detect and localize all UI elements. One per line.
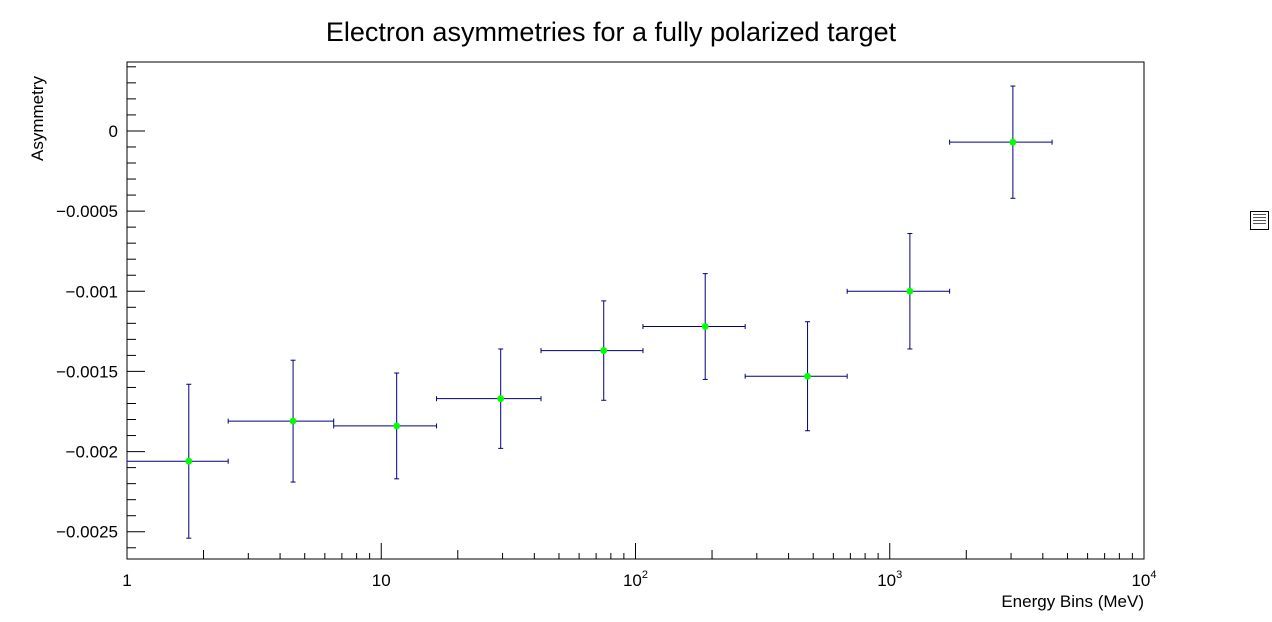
point-marker xyxy=(600,347,608,354)
data-point xyxy=(949,85,1053,199)
y-tick-label: −0.0015 xyxy=(56,362,118,381)
y-tick-label: 0 xyxy=(109,122,118,141)
x-tick-label: 104 xyxy=(1131,569,1156,590)
y-axis-label: Asymmetry xyxy=(28,76,47,162)
data-point xyxy=(540,300,644,401)
x-tick-label: 103 xyxy=(877,569,902,590)
y-tick-label: −0.001 xyxy=(66,282,118,301)
point-marker xyxy=(185,457,193,465)
data-point xyxy=(436,348,542,449)
y-tick-label: −0.002 xyxy=(66,443,118,462)
data-point xyxy=(846,233,951,350)
data-point xyxy=(333,372,438,480)
point-marker xyxy=(906,287,914,295)
x-tick-label: 10 xyxy=(372,571,391,590)
data-point xyxy=(744,321,848,432)
data-point xyxy=(227,359,335,483)
data-point xyxy=(642,273,746,380)
point-marker xyxy=(497,395,505,403)
y-tick-label: −0.0005 xyxy=(56,202,118,221)
data-series xyxy=(126,85,1053,539)
plot-frame xyxy=(126,61,1145,560)
x-tick-label: 102 xyxy=(623,569,648,590)
point-marker xyxy=(1009,138,1017,146)
point-marker xyxy=(289,417,297,425)
y-tick-label: −0.0025 xyxy=(56,523,118,542)
point-marker xyxy=(804,372,811,380)
x-axis-label: Energy Bins (MeV) xyxy=(1001,592,1144,611)
point-marker xyxy=(701,323,709,330)
legend-icon[interactable] xyxy=(1250,211,1269,230)
x-axis: 1 10 102 103 104 xyxy=(122,543,1157,590)
chart-title: Electron asymmetries for a fully polariz… xyxy=(326,17,897,47)
y-axis: 0 −0.0005 −0.001 −0.0015 −0.002 −0.0025 xyxy=(56,66,145,549)
point-marker xyxy=(393,422,401,430)
data-point xyxy=(126,383,229,539)
x-tick-label: 1 xyxy=(122,571,131,590)
